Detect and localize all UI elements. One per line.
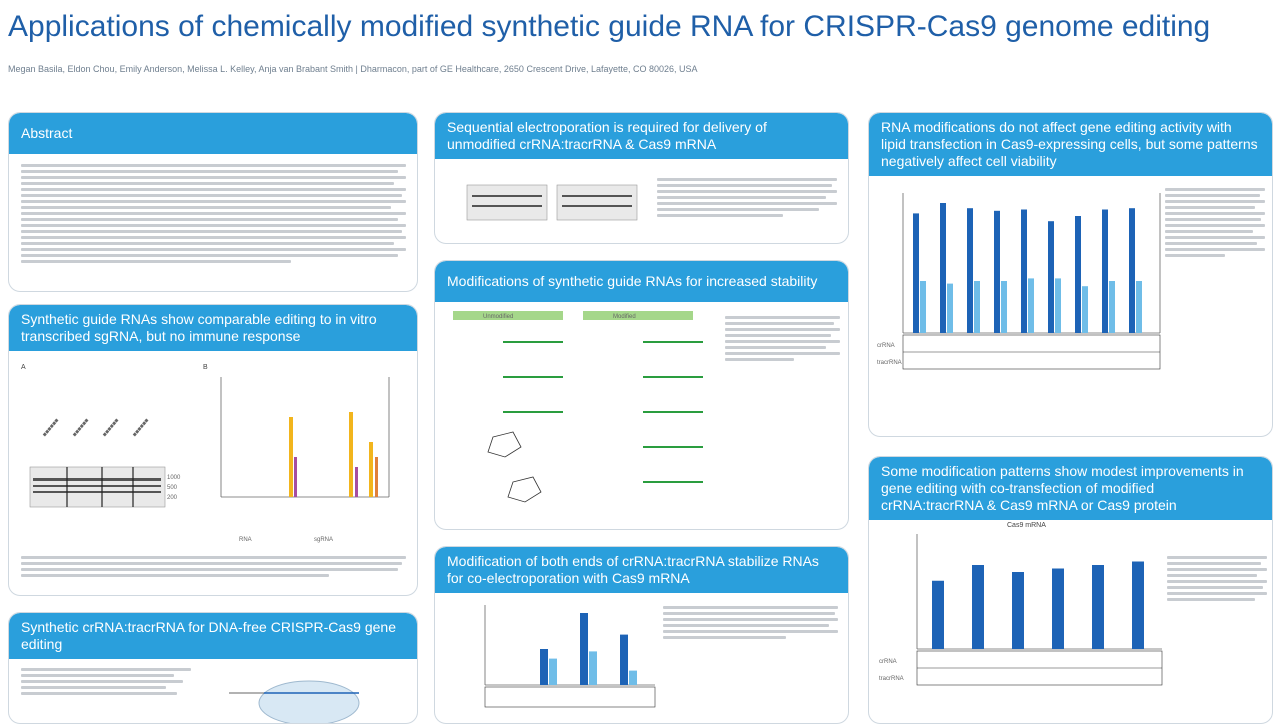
bar <box>1028 278 1034 333</box>
both-ends-chart <box>484 605 656 708</box>
rna-mod-panel: RNA modifications do not affect gene edi… <box>868 112 1273 437</box>
bar <box>1082 286 1088 333</box>
panel-a-label: A <box>21 364 26 371</box>
rna-mod-crrna-row: crRNA <box>877 343 895 349</box>
bar <box>580 613 588 685</box>
modifications-panel: Modifications of synthetic guide RNAs fo… <box>434 260 849 530</box>
modification-structures: Unmodified Modified <box>453 311 703 503</box>
some-mod-tracr-row: tracrRNA <box>879 676 904 682</box>
svg-text:■■■■■■: ■■■■■■ <box>72 417 91 438</box>
sgrna-group-label: sgRNA <box>314 537 333 543</box>
bar <box>1102 209 1108 333</box>
rna-mod-heading: RNA modifications do not affect gene edi… <box>869 113 1272 176</box>
svg-text:■■■■■■: ■■■■■■ <box>132 417 151 438</box>
sequential-heading: Sequential electroporation is required f… <box>435 113 848 159</box>
modifications-heading: Modifications of synthetic guide RNAs fo… <box>435 261 848 302</box>
gel-band <box>33 478 161 481</box>
bar <box>1075 216 1081 333</box>
gel-kda-200: 200 <box>167 495 178 501</box>
gel-figure: A ■■■■■■ ■■■■■■ ■■■■■■ ■■■■■■ 1000 500 2… <box>21 364 181 508</box>
bar <box>1129 208 1135 333</box>
some-mod-heading: Some modification patterns show modest i… <box>869 457 1272 520</box>
synthetic-guide-panel: Synthetic guide RNAs show comparable edi… <box>8 304 418 596</box>
svg-text:■■■■■■: ■■■■■■ <box>102 417 121 438</box>
some-mod-panel: Some modification patterns show modest i… <box>868 456 1273 724</box>
gel-lane-labels: ■■■■■■ ■■■■■■ ■■■■■■ ■■■■■■ <box>42 417 151 438</box>
bar <box>549 658 557 685</box>
bar <box>1048 221 1054 333</box>
bar <box>913 213 919 333</box>
some-mod-crrna-row: crRNA <box>879 659 897 665</box>
both-ends-panel: Modification of both ends of crRNA:tracr… <box>434 546 849 724</box>
bar <box>1092 565 1104 649</box>
bar <box>1132 561 1144 649</box>
bar <box>1109 281 1115 333</box>
gel-kda-500: 500 <box>167 485 178 491</box>
synthetic-guide-heading: Synthetic guide RNAs show comparable edi… <box>9 305 417 351</box>
bar <box>974 281 980 333</box>
bar <box>1055 278 1061 333</box>
bar <box>620 634 628 685</box>
bar <box>1052 568 1064 649</box>
cas9-diagram <box>229 680 360 723</box>
bar <box>967 208 973 333</box>
sequential-gel-figure <box>466 184 638 221</box>
bar <box>972 565 984 649</box>
abstract-heading: Abstract <box>9 113 417 154</box>
bar <box>994 210 1000 333</box>
sequential-panel: Sequential electroporation is required f… <box>434 112 849 244</box>
panel-b-label: B <box>203 364 208 371</box>
some-mod-chart: Cas9 mRNA crRNA tracrRNA <box>879 522 1163 686</box>
stage-unmodified: Unmodified <box>483 314 513 320</box>
bar <box>589 651 597 685</box>
bar <box>629 670 637 685</box>
some-mod-chart-title: Cas9 mRNA <box>1007 522 1046 529</box>
bar <box>1012 572 1024 649</box>
ribose-structure <box>487 431 542 503</box>
both-ends-caption <box>663 603 838 642</box>
bar <box>920 281 926 333</box>
immune-response-chart: B RNA sgRNA <box>203 364 390 543</box>
stage-modified: Modified <box>613 314 636 320</box>
bar <box>1021 209 1027 333</box>
svg-text:■■■■■■: ■■■■■■ <box>42 417 61 438</box>
poster-title: Applications of chemically modified synt… <box>8 10 1211 43</box>
bar <box>940 203 946 333</box>
abstract-panel: Abstract <box>8 112 418 292</box>
gel-band <box>33 485 161 487</box>
gel-kda-1000: 1000 <box>167 475 181 481</box>
some-mod-caption <box>1167 553 1267 604</box>
bar <box>932 580 944 649</box>
dna-free-heading: Synthetic crRNA:tracrRNA for DNA-free CR… <box>9 613 417 659</box>
rna-mod-chart: crRNA tracrRNA <box>877 193 1161 370</box>
poster-authors: Megan Basila, Eldon Chou, Emily Anderson… <box>8 64 698 74</box>
gel-band <box>33 491 161 493</box>
synthetic-guide-caption <box>21 553 406 580</box>
modifications-caption <box>725 313 840 364</box>
rna-mod-caption <box>1165 185 1265 260</box>
dna-free-panel: Synthetic crRNA:tracrRNA for DNA-free CR… <box>8 612 418 724</box>
rna-group-label: RNA <box>239 537 252 543</box>
abstract-body <box>21 161 406 266</box>
rna-mod-tracr-row: tracrRNA <box>877 360 902 366</box>
sequential-caption <box>657 175 837 220</box>
bar <box>540 649 548 685</box>
bar <box>947 283 953 333</box>
dna-free-body <box>21 665 191 698</box>
both-ends-heading: Modification of both ends of crRNA:tracr… <box>435 547 848 593</box>
bar <box>1001 281 1007 333</box>
bar <box>1136 281 1142 333</box>
